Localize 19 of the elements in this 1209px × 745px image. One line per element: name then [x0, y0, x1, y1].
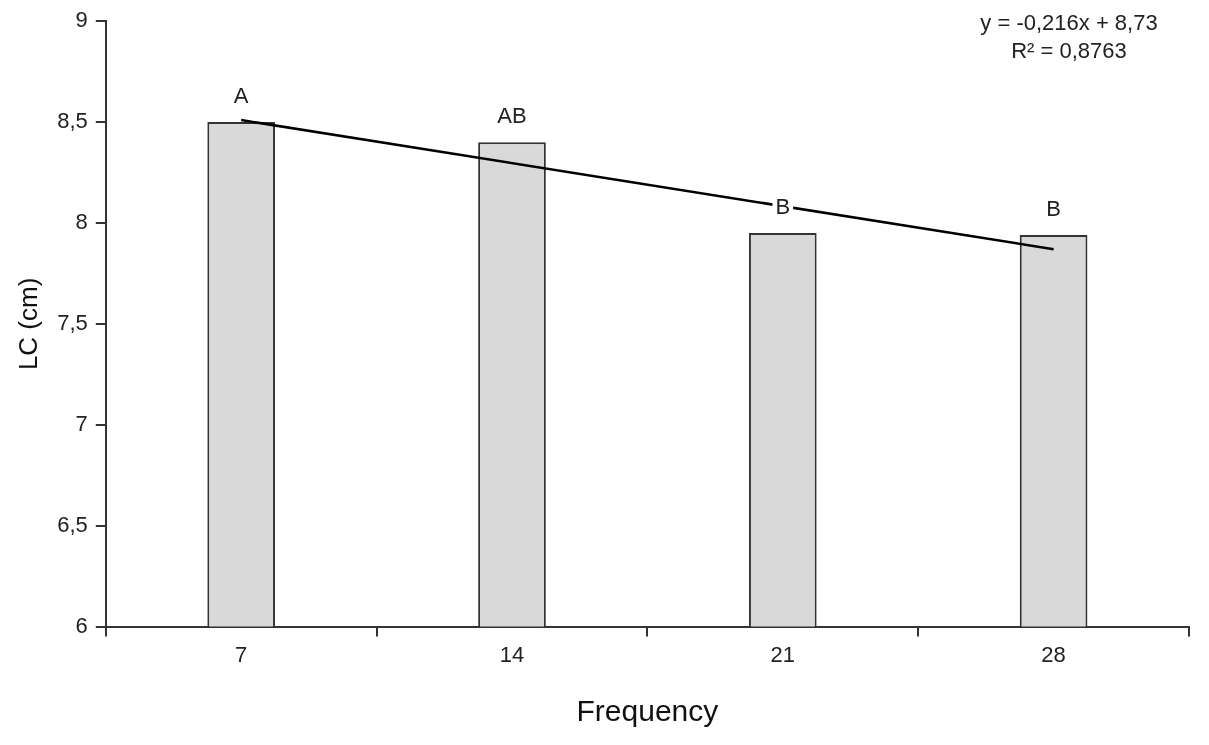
- y-axis-title: LC (cm): [12, 277, 43, 371]
- y-tick-label: 7: [75, 410, 88, 436]
- annotation: B: [1046, 196, 1061, 222]
- x-tick-label: 7: [235, 641, 248, 667]
- y-tick-label: 9: [75, 7, 88, 33]
- annotation: R² = 0,8763: [1011, 38, 1127, 64]
- x-tick-label: 28: [1041, 641, 1066, 667]
- x-tick-label: 14: [499, 641, 525, 667]
- annotation: AB: [497, 103, 527, 129]
- y-tick-label: 8: [75, 209, 88, 235]
- y-tick-label: 6,5: [57, 511, 88, 537]
- x-tick-label: 21: [770, 641, 796, 667]
- annotation: y = -0,216x + 8,73: [980, 10, 1158, 36]
- x-axis-title: Frequency: [576, 694, 719, 728]
- y-tick-label: 7,5: [57, 309, 88, 335]
- y-tick-label: 6: [75, 612, 88, 638]
- y-tick-label: 8,5: [57, 108, 88, 134]
- annotation: B: [775, 194, 791, 220]
- annotation: A: [233, 83, 249, 109]
